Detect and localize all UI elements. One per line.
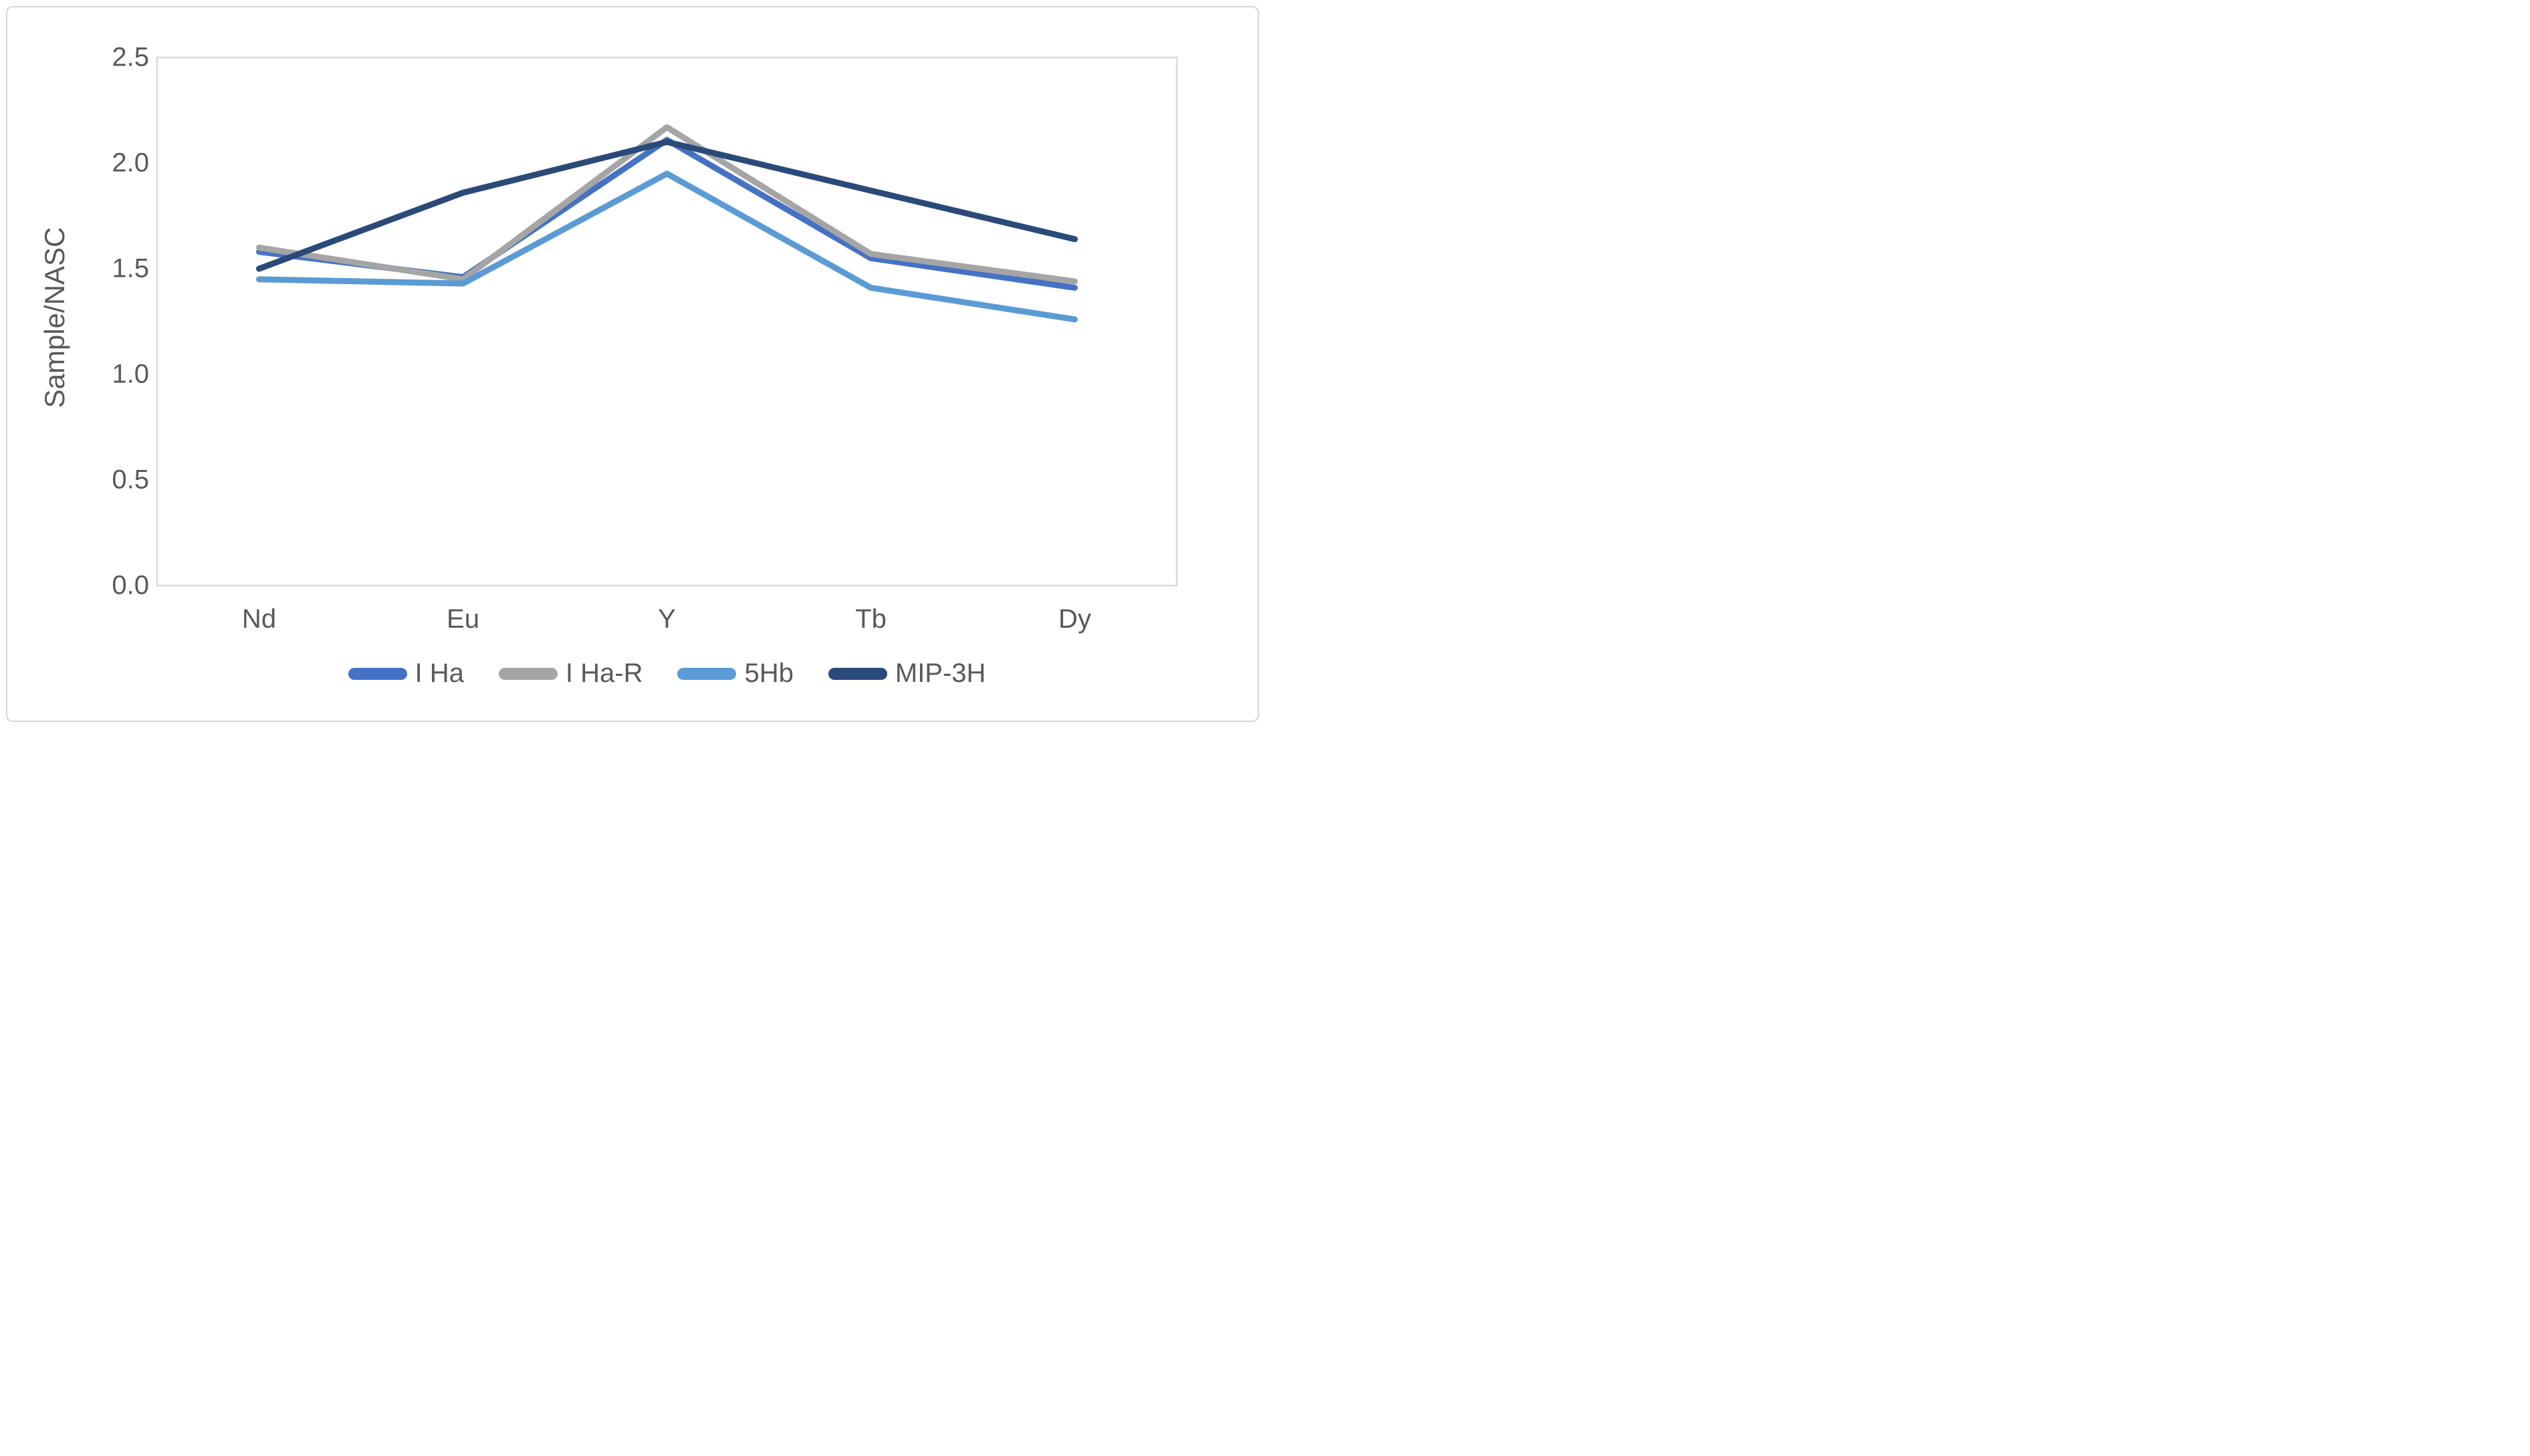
y-tick-label: 1.0 <box>112 359 149 389</box>
legend-item-i-ha: I Ha <box>348 658 464 689</box>
y-tick-label: 0.5 <box>112 465 149 495</box>
legend-label: I Ha-R <box>565 658 643 688</box>
legend-swatch <box>828 667 887 680</box>
figure-border <box>6 6 1259 722</box>
x-tick-label-dy: Dy <box>1058 604 1091 634</box>
y-tick-label: 2.5 <box>112 42 149 72</box>
x-tick-label-y: Y <box>658 604 676 634</box>
legend-item-mip-3h: MIP-3H <box>828 658 986 689</box>
y-tick-label: 1.5 <box>112 253 149 283</box>
series-line-i-ha-r <box>256 124 1078 285</box>
legend-label: 5Hb <box>744 658 794 688</box>
legend-label: MIP-3H <box>895 658 986 688</box>
legend-swatch <box>348 667 407 680</box>
x-tick-label-nd: Nd <box>241 604 277 634</box>
plot-area <box>156 56 1178 587</box>
legend-label: I Ha <box>415 658 464 688</box>
legend-item-5hb: 5Hb <box>677 658 794 689</box>
chart-figure: Sample/NASC 0.0 0.5 1.0 1.5 2.0 2.5 Nd Eu Y Tb Dy… <box>0 0 1265 728</box>
plot-border <box>156 56 1178 587</box>
x-tick-label-tb: Tb <box>855 604 887 634</box>
y-tick-label: 2.0 <box>112 148 149 178</box>
x-tick-label-eu: Eu <box>447 604 479 634</box>
series-line-5hb <box>256 170 1078 323</box>
legend-swatch <box>498 667 558 680</box>
y-tick-label: 0.0 <box>112 570 149 600</box>
legend: I Ha I Ha-R 5Hb MIP-3H <box>157 658 1177 689</box>
legend-swatch <box>677 667 737 680</box>
legend-item-i-ha-r: I Ha-R <box>498 658 643 689</box>
series-line-mip-3h <box>256 138 1078 272</box>
